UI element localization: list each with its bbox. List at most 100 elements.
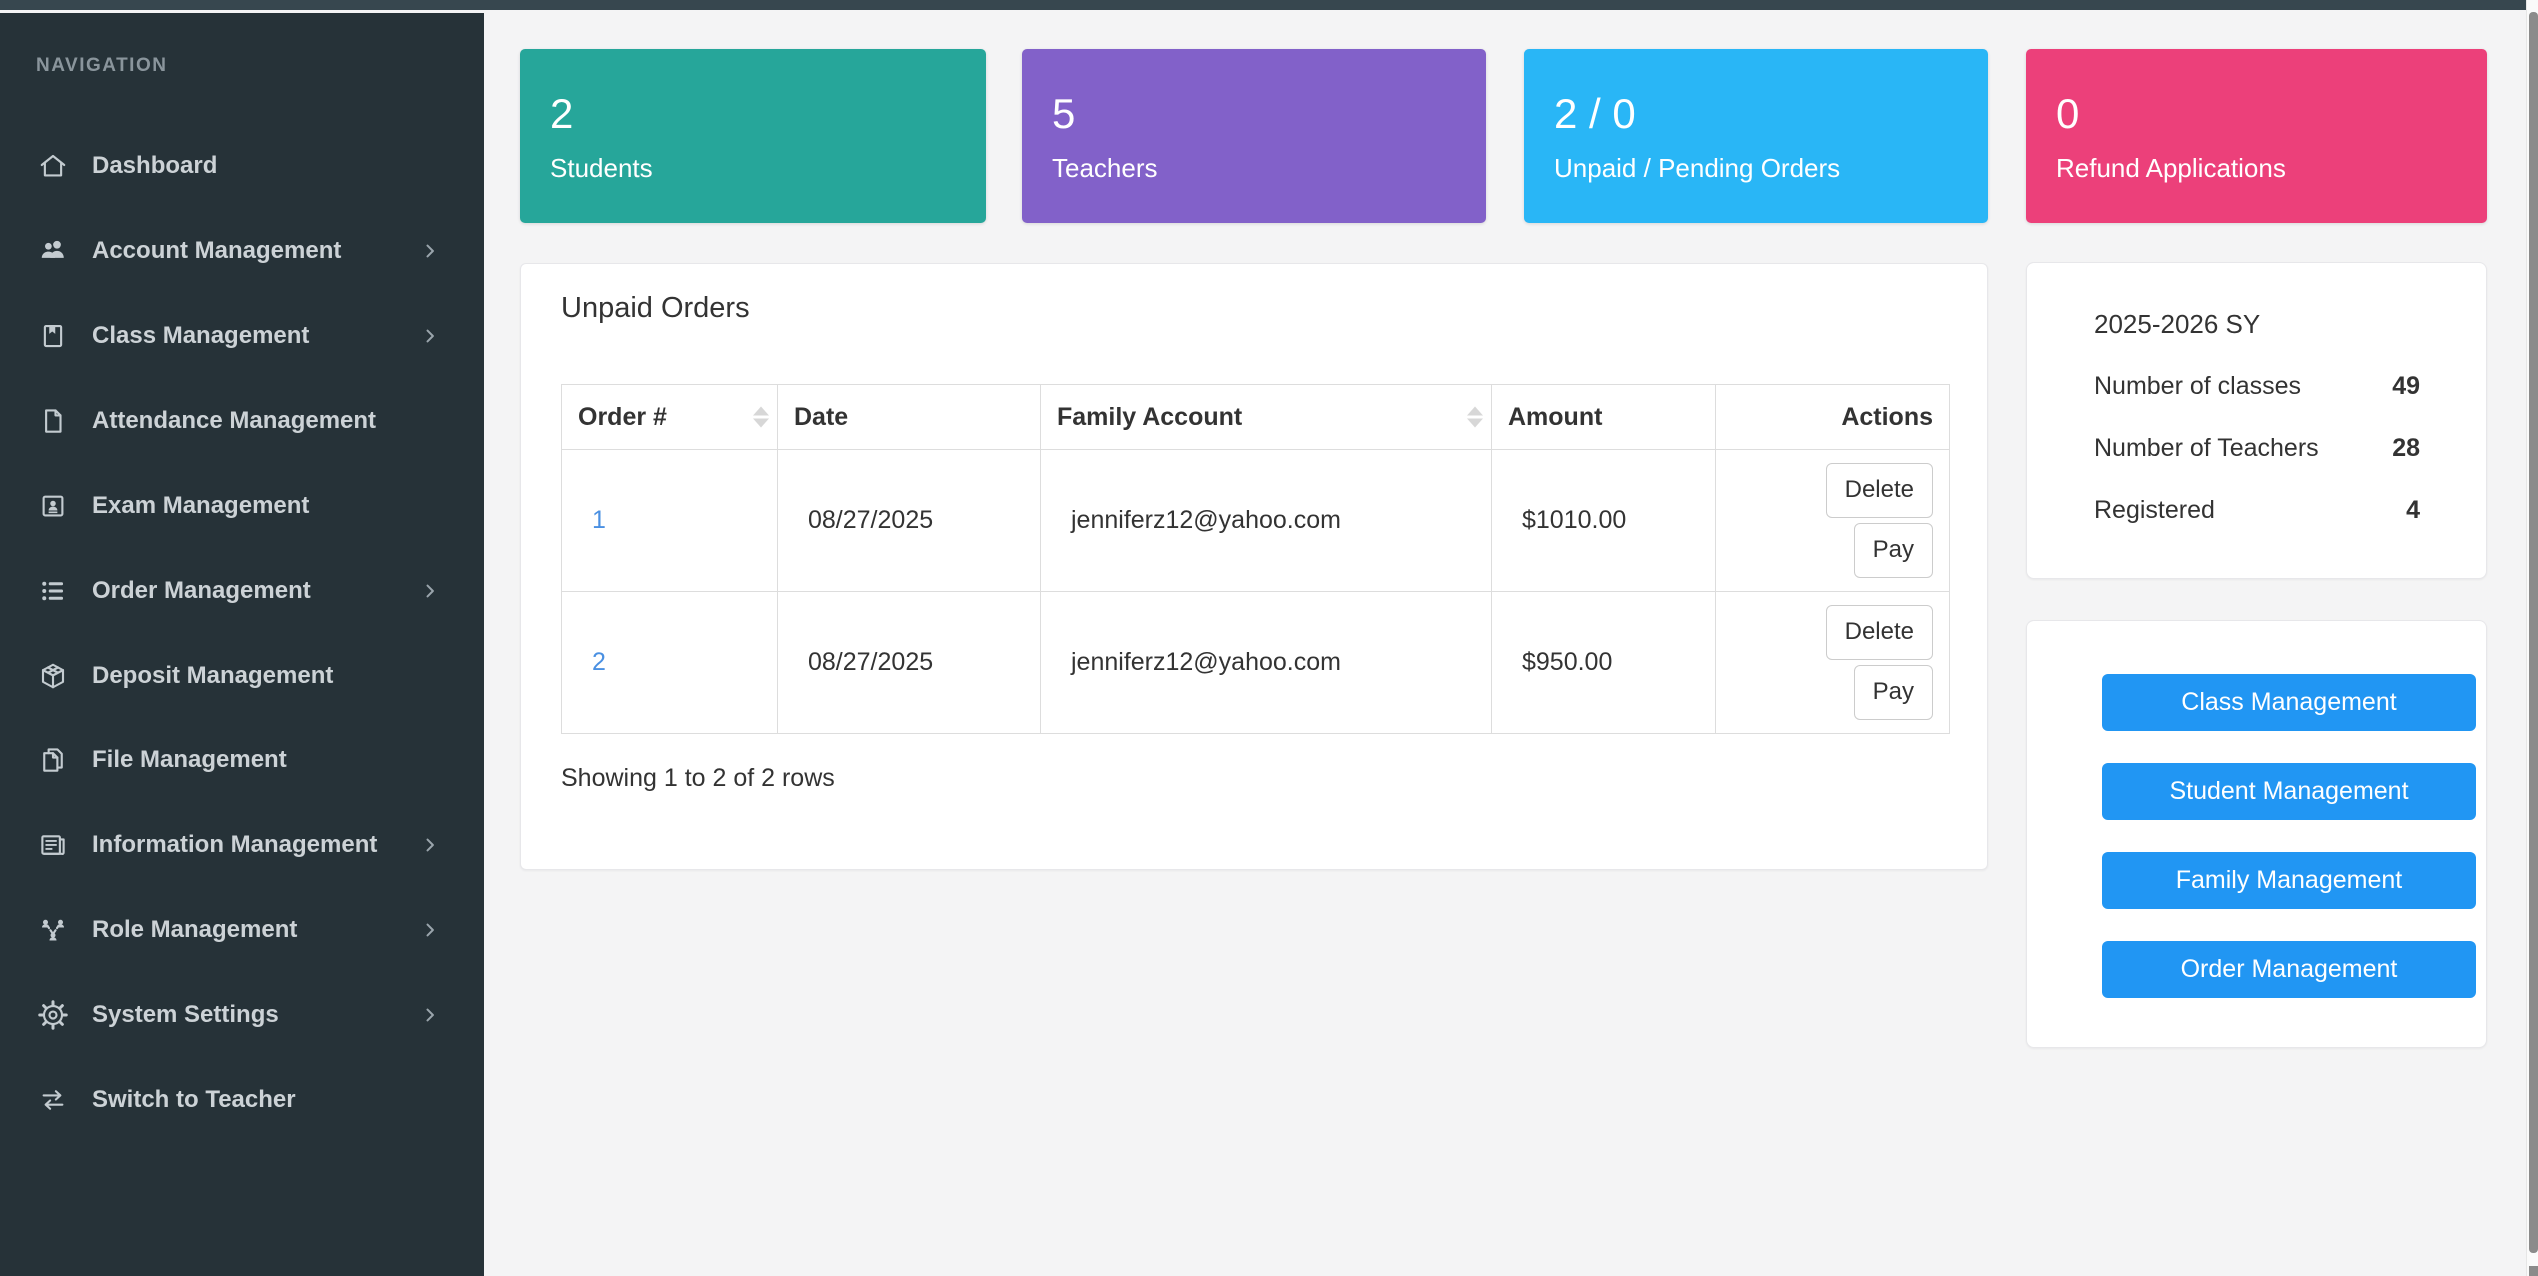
sort-icon[interactable] bbox=[1467, 406, 1483, 428]
refund-label: Refund Applications bbox=[2056, 153, 2286, 183]
chevron-right-icon bbox=[420, 581, 440, 601]
student-management-button[interactable]: Student Management bbox=[2102, 763, 2476, 820]
family-management-button[interactable]: Family Management bbox=[2102, 852, 2476, 909]
family-account-cell: jenniferz12@yahoo.com bbox=[1040, 449, 1492, 592]
school-year-title: 2025-2026 SY bbox=[2094, 309, 2261, 339]
chevron-right-icon bbox=[420, 835, 440, 855]
unpaid-pending-count: 2 / 0 bbox=[1554, 90, 1636, 137]
id-card-icon bbox=[38, 491, 68, 521]
sort-icon[interactable] bbox=[753, 406, 769, 428]
date-cell: 08/27/2025 bbox=[777, 591, 1041, 734]
students-card[interactable]: 2 Students bbox=[520, 49, 986, 223]
students-count: 2 bbox=[550, 90, 574, 137]
sidebar-section-label: NAVIGATION bbox=[36, 55, 168, 76]
sidebar-item-label: Exam Management bbox=[92, 492, 310, 519]
stat-row-classes: Number of classes 49 bbox=[2094, 372, 2420, 401]
amount-cell: $1010.00 bbox=[1491, 449, 1716, 592]
sidebar-item-label: Information Management bbox=[92, 831, 378, 858]
chevron-right-icon bbox=[420, 241, 440, 261]
table-row: 2 08/27/2025 jenniferz12@yahoo.com $950.… bbox=[561, 591, 1950, 734]
column-header-family-account[interactable]: Family Account bbox=[1040, 384, 1492, 450]
files-icon bbox=[38, 745, 68, 775]
delete-button[interactable]: Delete bbox=[1825, 463, 1933, 518]
sidebar-item-role-management[interactable]: Role Management bbox=[0, 888, 484, 972]
column-header-order[interactable]: Order # bbox=[561, 384, 778, 450]
amount-cell: $950.00 bbox=[1491, 591, 1716, 734]
actions-cell: Delete Pay bbox=[1715, 449, 1950, 592]
quick-links-panel: Class Management Student Management Fami… bbox=[2026, 620, 2487, 1048]
hierarchy-icon bbox=[38, 915, 68, 945]
sidebar-item-label: Role Management bbox=[92, 916, 298, 943]
sidebar-item-deposit-management[interactable]: Deposit Management bbox=[0, 634, 484, 718]
sidebar-item-label: Class Management bbox=[92, 322, 310, 349]
column-header-actions: Actions bbox=[1715, 384, 1950, 450]
unpaid-orders-panel: Unpaid Orders Order # Date Family Accoun… bbox=[520, 263, 1988, 870]
class-management-button[interactable]: Class Management bbox=[2102, 674, 2476, 731]
sidebar-item-system-settings[interactable]: System Settings bbox=[0, 973, 484, 1057]
sidebar-item-exam-management[interactable]: Exam Management bbox=[0, 464, 484, 548]
sidebar-item-label: System Settings bbox=[92, 1001, 279, 1028]
stat-row-registered: Registered 4 bbox=[2094, 496, 2420, 525]
sidebar-item-label: Dashboard bbox=[92, 152, 218, 179]
chevron-right-icon bbox=[420, 920, 440, 940]
unpaid-pending-orders-card[interactable]: 2 / 0 Unpaid / Pending Orders bbox=[1524, 49, 1988, 223]
swap-icon bbox=[38, 1085, 68, 1115]
school-year-panel: 2025-2026 SY Number of classes 49 Number… bbox=[2026, 262, 2487, 579]
scrollbar-corner bbox=[2529, 1266, 2538, 1276]
sidebar-item-label: Order Management bbox=[92, 577, 311, 604]
sidebar-item-label: File Management bbox=[92, 746, 287, 773]
gear-icon bbox=[38, 1000, 68, 1030]
unpaid-orders-table: Order # Date Family Account Amount Actio… bbox=[561, 384, 1950, 734]
list-icon bbox=[38, 576, 68, 606]
sidebar-item-label: Switch to Teacher bbox=[92, 1086, 296, 1113]
sidebar-item-information-management[interactable]: Information Management bbox=[0, 803, 484, 887]
sidebar-item-account-management[interactable]: Account Management bbox=[0, 209, 484, 293]
delete-button[interactable]: Delete bbox=[1825, 605, 1933, 660]
sidebar: NAVIGATION Dashboard Account Management … bbox=[0, 13, 484, 1276]
students-label: Students bbox=[550, 153, 653, 183]
sidebar-item-label: Deposit Management bbox=[92, 662, 334, 689]
table-row: 1 08/27/2025 jenniferz12@yahoo.com $1010… bbox=[561, 449, 1950, 592]
column-header-amount: Amount bbox=[1491, 384, 1716, 450]
book-icon bbox=[38, 321, 68, 351]
users-icon bbox=[38, 236, 68, 266]
sidebar-item-class-management[interactable]: Class Management bbox=[0, 294, 484, 378]
actions-cell: Delete Pay bbox=[1715, 591, 1950, 734]
sidebar-item-dashboard[interactable]: Dashboard bbox=[0, 124, 484, 208]
newspaper-icon bbox=[38, 830, 68, 860]
top-bar bbox=[0, 0, 2526, 10]
stat-label: Registered bbox=[2094, 496, 2215, 524]
teachers-label: Teachers bbox=[1052, 153, 1158, 183]
order-management-button[interactable]: Order Management bbox=[2102, 941, 2476, 998]
teachers-count: 5 bbox=[1052, 90, 1076, 137]
home-icon bbox=[38, 151, 68, 181]
order-link[interactable]: 2 bbox=[592, 648, 606, 676]
stat-value: 49 bbox=[2392, 372, 2420, 400]
file-icon bbox=[38, 406, 68, 436]
sidebar-item-attendance-management[interactable]: Attendance Management bbox=[0, 379, 484, 463]
sidebar-item-file-management[interactable]: File Management bbox=[0, 718, 484, 802]
chevron-right-icon bbox=[420, 1005, 440, 1025]
stat-label: Number of classes bbox=[2094, 372, 2302, 400]
sidebar-item-label: Account Management bbox=[92, 237, 342, 264]
teachers-card[interactable]: 5 Teachers bbox=[1022, 49, 1486, 223]
stat-label: Number of Teachers bbox=[2094, 434, 2319, 462]
chevron-right-icon bbox=[420, 326, 440, 346]
table-header-row: Order # Date Family Account Amount Actio… bbox=[561, 384, 1950, 450]
date-cell: 08/27/2025 bbox=[777, 449, 1041, 592]
family-account-cell: jenniferz12@yahoo.com bbox=[1040, 591, 1492, 734]
vertical-scrollbar-thumb[interactable] bbox=[2529, 12, 2538, 1253]
order-number-cell: 2 bbox=[561, 591, 778, 734]
panel-title: Unpaid Orders bbox=[561, 292, 750, 324]
pay-button[interactable]: Pay bbox=[1853, 665, 1933, 720]
column-header-date: Date bbox=[777, 384, 1041, 450]
sidebar-item-switch-to-teacher[interactable]: Switch to Teacher bbox=[0, 1058, 484, 1142]
unpaid-pending-label: Unpaid / Pending Orders bbox=[1554, 153, 1841, 183]
sidebar-item-order-management[interactable]: Order Management bbox=[0, 549, 484, 633]
pay-button[interactable]: Pay bbox=[1853, 523, 1933, 578]
order-link[interactable]: 1 bbox=[592, 506, 606, 534]
stat-value: 28 bbox=[2392, 434, 2420, 462]
refund-applications-card[interactable]: 0 Refund Applications bbox=[2026, 49, 2487, 223]
table-row-count-status: Showing 1 to 2 of 2 rows bbox=[561, 764, 835, 792]
